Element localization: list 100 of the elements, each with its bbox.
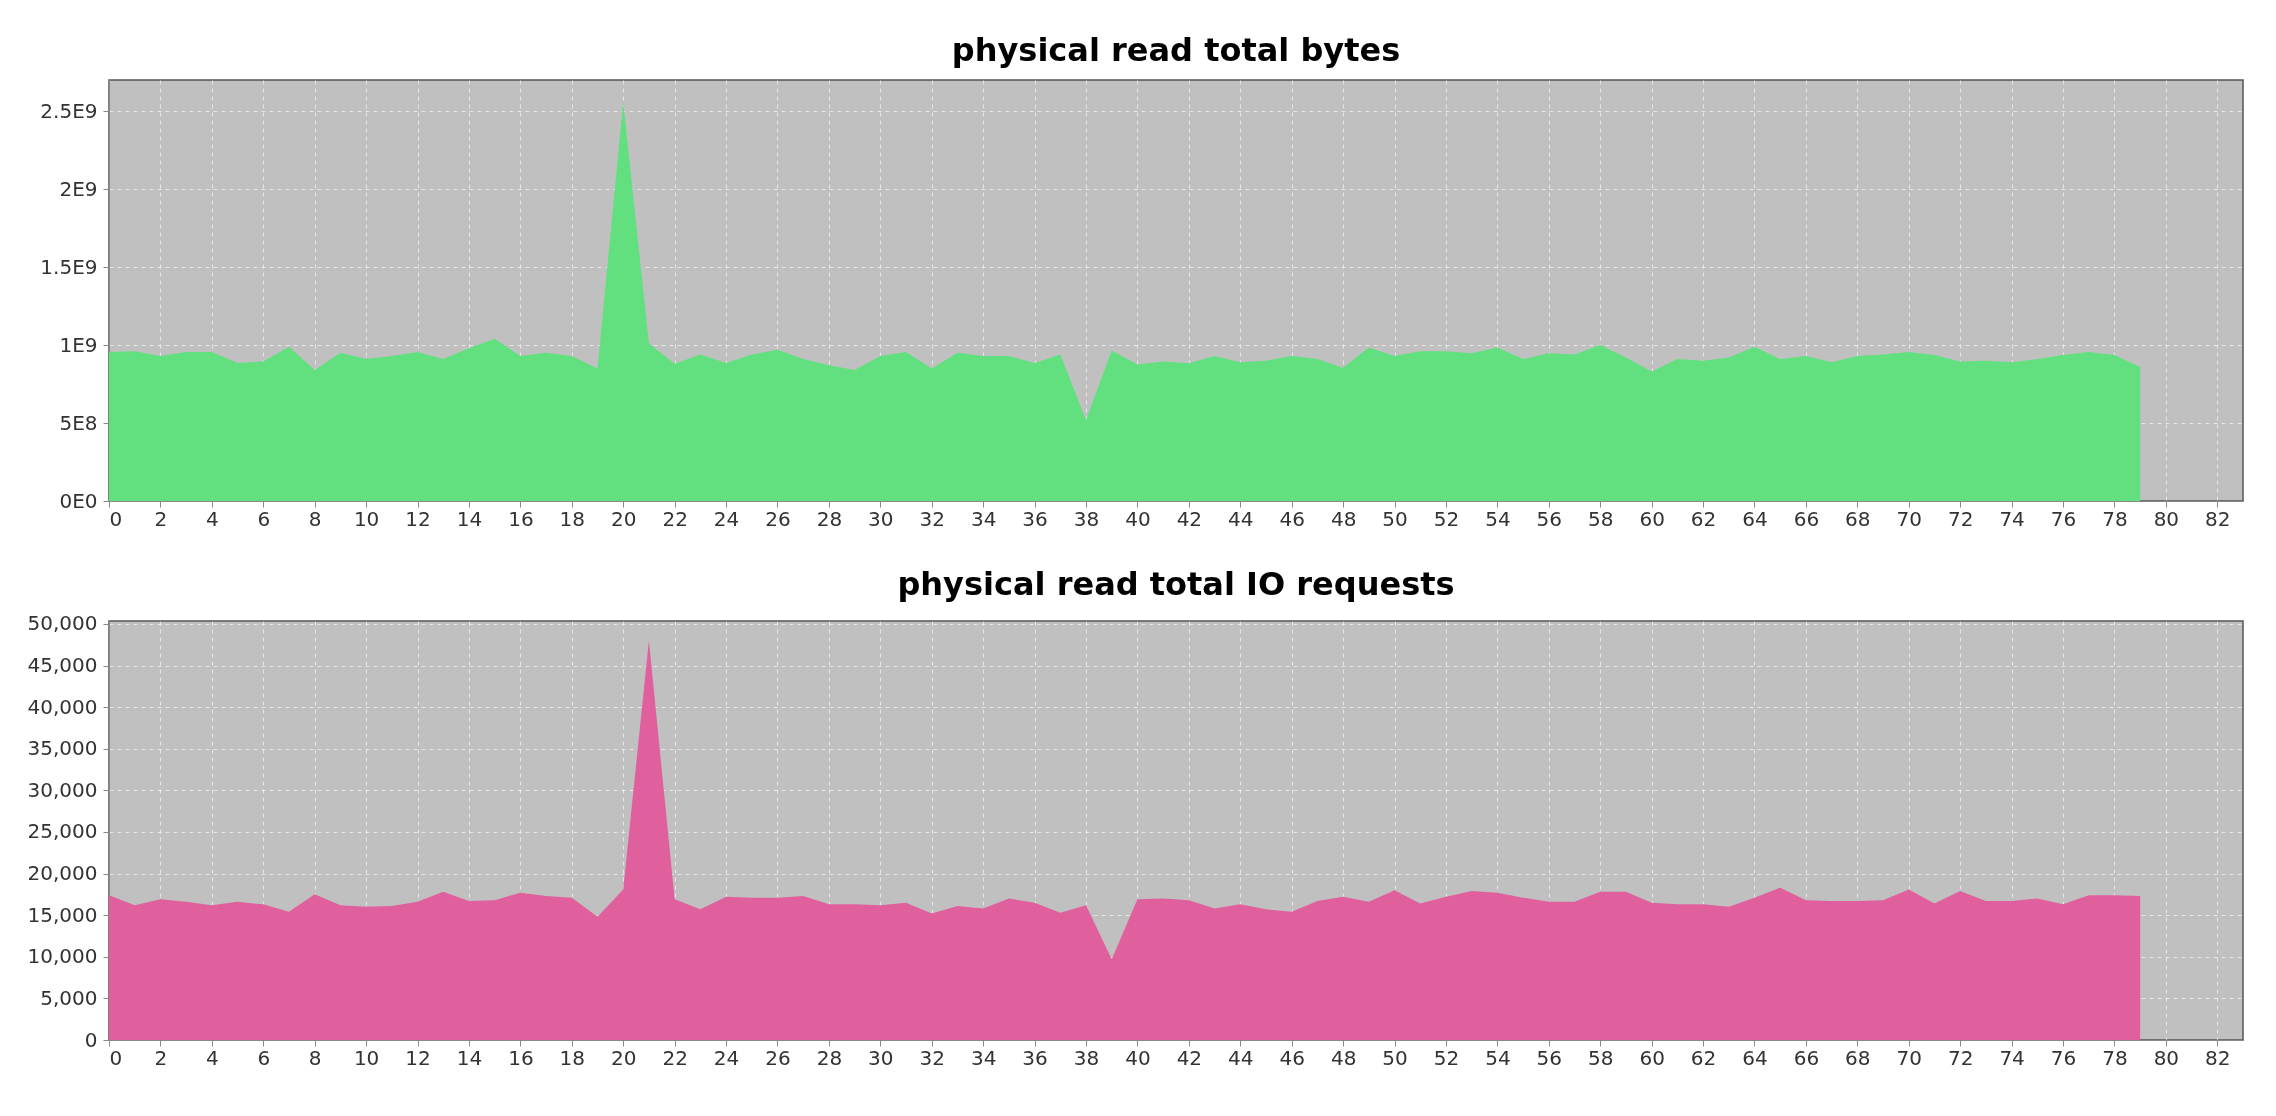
x-tick-label: 10 [353,506,380,531]
x-tick-label: 54 [1485,506,1511,531]
x-tick-label: 6 [257,506,271,531]
x-tick-label: 66 [1793,506,1820,531]
x-tick-label: 4 [205,1045,219,1070]
x-tick-label: 32 [919,1045,945,1070]
y-tick-label: 0 [84,1027,98,1052]
x-tick-label: 74 [1999,1045,2025,1070]
x-tick-label: 12 [405,506,431,531]
x-tick-label: 2 [154,506,168,531]
x-tick-label: 12 [405,1045,431,1070]
x-tick-label: 42 [1176,1045,1203,1070]
x-tick-label: 36 [1022,1045,1048,1070]
x-tick-label: 72 [1947,1045,1974,1070]
y-tick-label: 35,000 [27,736,98,761]
y-tick-label: 0E0 [59,488,98,513]
x-tick-label: 76 [2050,506,2077,531]
x-tick-label: 76 [2050,1045,2077,1070]
x-tick-label: 18 [559,1045,586,1070]
x-tick-label: 48 [1330,1045,1357,1070]
y-tick-label: 5,000 [40,985,98,1010]
x-tick-label: 58 [1588,1045,1614,1070]
x-tick-label: 64 [1742,1045,1768,1070]
x-tick-label: 30 [868,1045,894,1070]
x-tick-label: 70 [1896,506,1922,531]
x-tick-label: 34 [970,506,997,531]
x-tick-label: 44 [1228,506,1254,531]
x-tick-label: 62 [1690,1045,1717,1070]
x-tick-label: 34 [970,1045,997,1070]
x-tick-label: 42 [1176,506,1203,531]
x-tick-label: 22 [662,506,688,531]
x-tick-label: 58 [1588,506,1614,531]
x-tick-label: 8 [308,506,322,531]
y-tick-label: 20,000 [27,861,98,886]
x-tick-label: 8 [308,1045,322,1070]
x-tick-label: 46 [1279,1045,1305,1070]
x-tick-label: 54 [1485,1045,1511,1070]
x-tick-label: 24 [713,506,740,531]
y-tick-label: 10,000 [27,944,98,969]
x-tick-label: 38 [1073,1045,1100,1070]
x-tick-label: 16 [508,1045,534,1070]
x-tick-label: 32 [919,506,945,531]
x-tick-label: 16 [508,506,534,531]
x-tick-label: 22 [662,1045,688,1070]
x-tick-label: 38 [1073,506,1100,531]
y-tick-label: 2.5E9 [40,98,98,123]
x-tick-label: 64 [1742,506,1768,531]
x-tick-label: 30 [868,506,894,531]
x-tick-label: 62 [1690,506,1717,531]
x-tick-label: 70 [1896,1045,1922,1070]
x-tick-label: 60 [1639,506,1665,531]
y-tick-label: 25,000 [27,819,98,844]
y-tick-label: 2E9 [59,176,98,201]
x-tick-label: 20 [610,1045,637,1070]
y-tick-label: 1.5E9 [40,254,98,279]
x-tick-label: 26 [765,1045,791,1070]
x-tick-label: 10 [353,1045,380,1070]
y-tick-label: 40,000 [27,694,98,719]
y-tick-label: 15,000 [27,902,98,927]
x-tick-label: 50 [1382,506,1408,531]
x-tick-label: 48 [1330,506,1357,531]
chart-title: physical read total IO requests [897,564,1455,603]
x-tick-label: 74 [1999,506,2025,531]
x-tick-label: 18 [559,506,586,531]
x-tick-label: 80 [2153,506,2180,531]
y-tick-label: 5E8 [59,410,98,435]
x-tick-label: 80 [2153,1045,2180,1070]
x-tick-label: 40 [1125,1045,1151,1070]
x-tick-label: 20 [610,506,637,531]
x-tick-label: 28 [816,1045,843,1070]
x-tick-label: 50 [1382,1045,1408,1070]
x-tick-label: 4 [205,506,219,531]
x-tick-label: 82 [2205,506,2231,531]
x-tick-label: 66 [1793,1045,1820,1070]
x-tick-label: 68 [1845,506,1871,531]
x-tick-label: 0 [109,506,123,531]
x-tick-label: 26 [765,506,791,531]
x-tick-label: 60 [1639,1045,1665,1070]
y-tick-label: 1E9 [59,332,98,357]
x-tick-label: 44 [1228,1045,1254,1070]
x-tick-label: 78 [2102,506,2128,531]
x-tick-label: 40 [1125,506,1151,531]
x-tick-label: 56 [1536,506,1563,531]
x-tick-label: 82 [2205,1045,2231,1070]
y-tick-label: 30,000 [27,777,98,802]
x-tick-label: 36 [1022,506,1048,531]
x-tick-label: 14 [456,1045,483,1070]
y-tick-label: 45,000 [27,653,98,678]
x-tick-label: 78 [2102,1045,2128,1070]
chart-title: physical read total bytes [951,31,1401,69]
x-tick-label: 72 [1947,506,1974,531]
x-tick-label: 0 [109,1045,123,1070]
x-tick-label: 52 [1433,1045,1460,1070]
y-tick-label: 50,000 [27,611,98,636]
x-tick-label: 46 [1279,506,1305,531]
x-tick-label: 24 [713,1045,740,1070]
x-tick-label: 2 [154,1045,168,1070]
x-tick-label: 68 [1845,1045,1871,1070]
x-tick-label: 56 [1536,1045,1563,1070]
x-tick-label: 28 [816,506,843,531]
